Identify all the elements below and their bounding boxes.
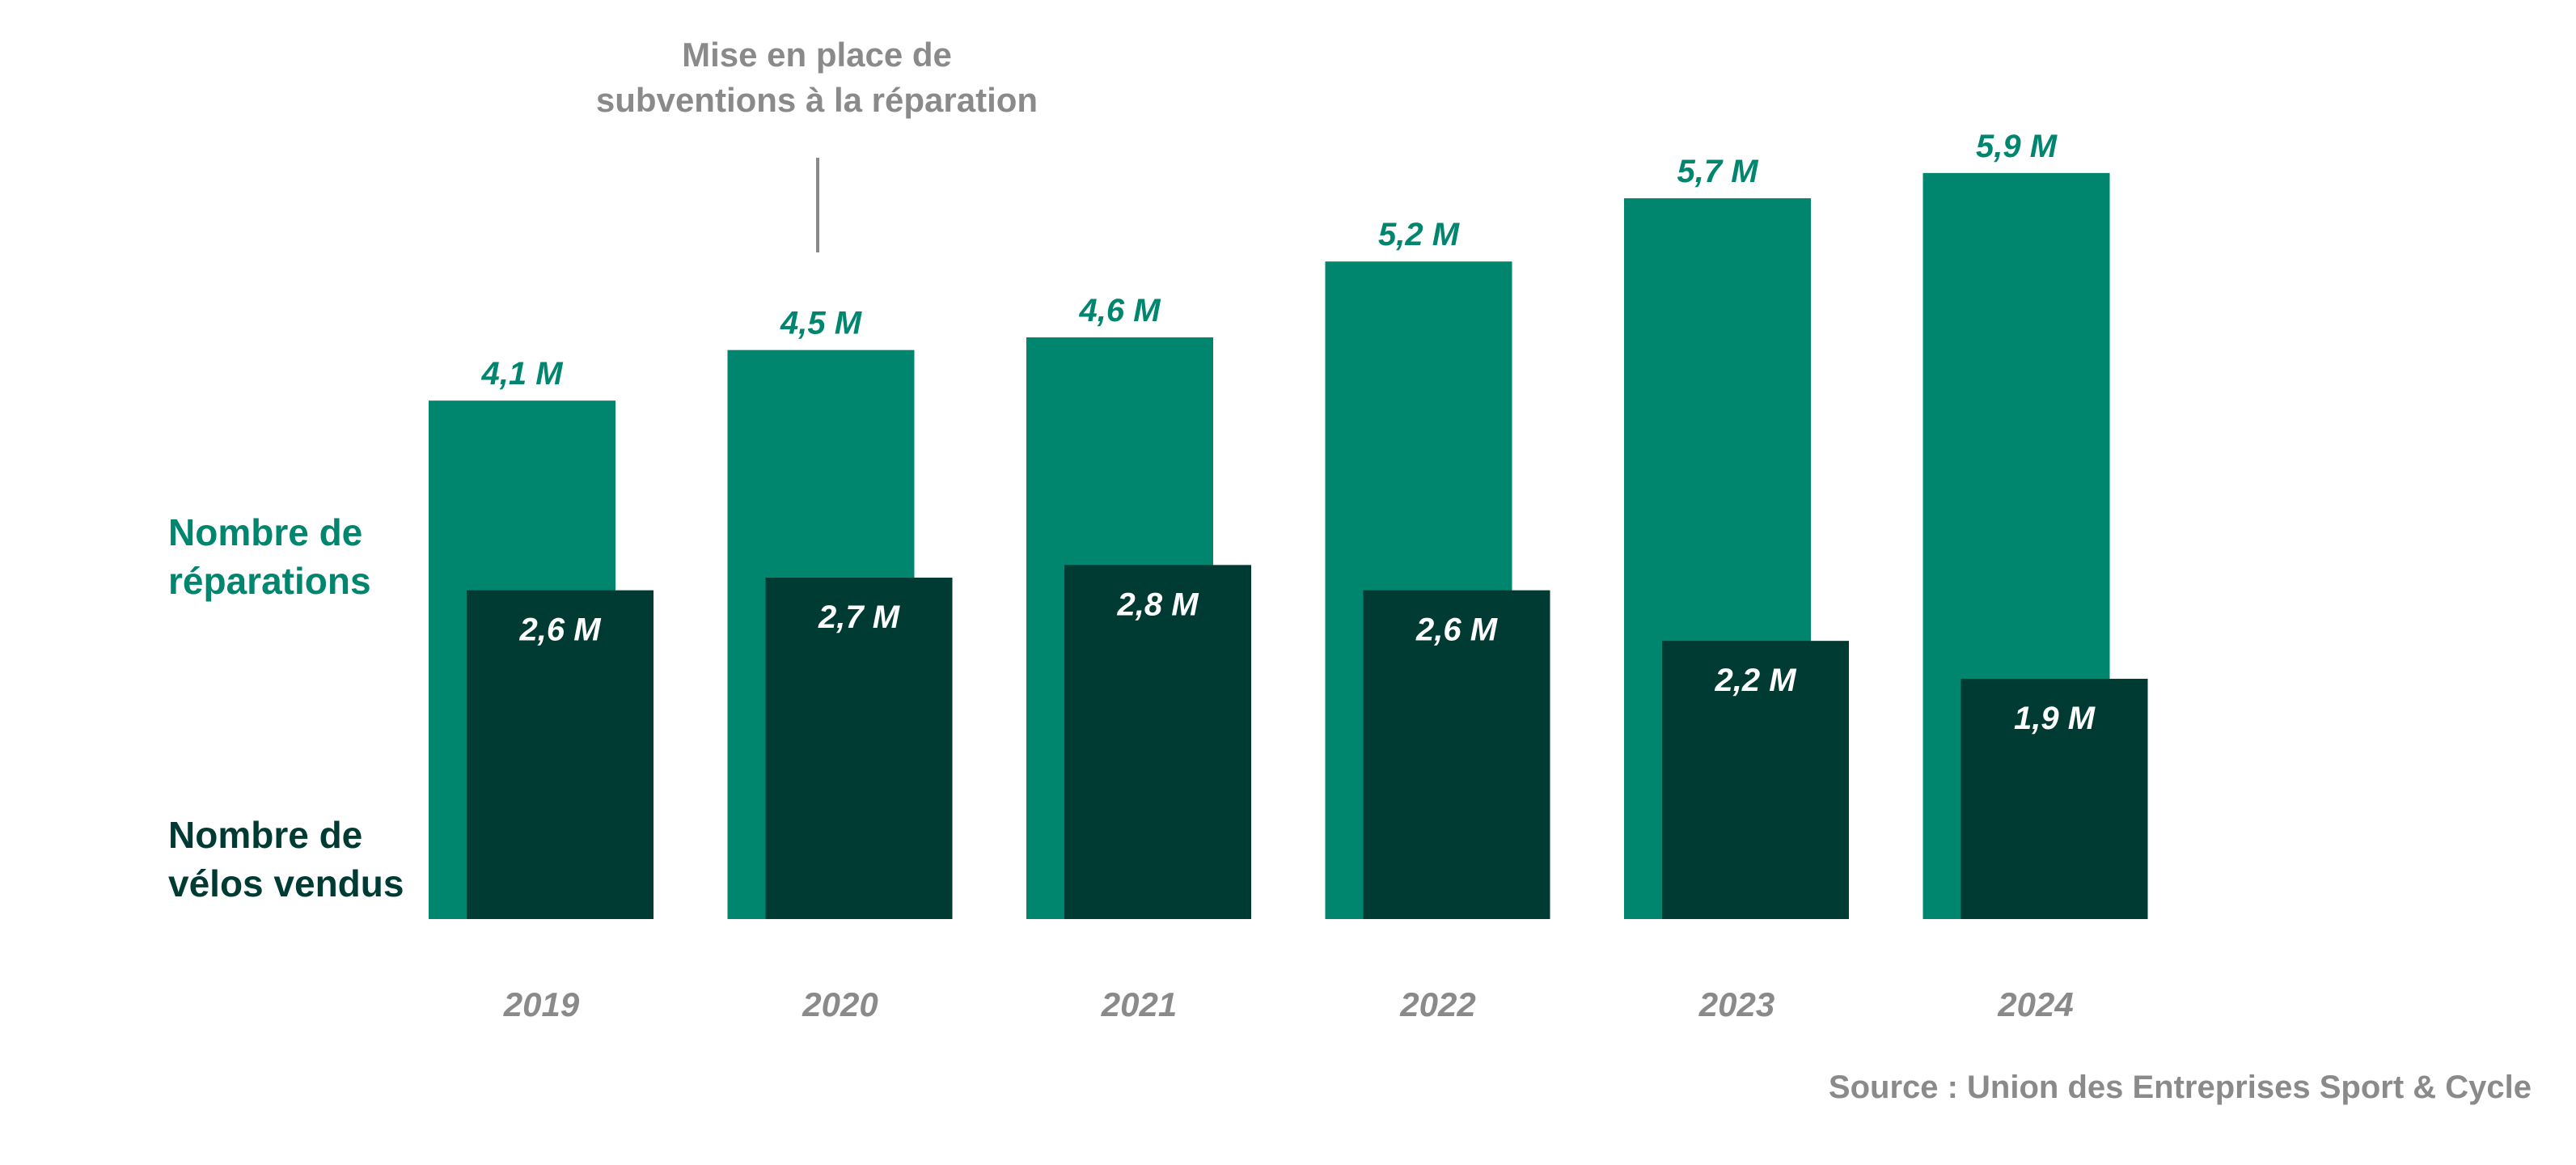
annotation-line1: Mise en place de <box>682 36 952 74</box>
bar-sales-2020 <box>765 577 953 919</box>
value-label-repairs-2024: 5,9 M <box>1976 129 2058 164</box>
legend-repairs-line1: Nombre de <box>168 511 363 553</box>
annotation-text: Mise en place de subventions à la répara… <box>493 32 1140 123</box>
value-label-repairs-2023: 5,7 M <box>1677 154 1759 189</box>
value-label-sales-2021: 2,8 M <box>1116 587 1199 622</box>
bar-sales-2022 <box>1363 590 1550 919</box>
x-tick-label-2019: 2019 <box>503 985 580 1023</box>
x-tick-label-2021: 2021 <box>1101 985 1177 1023</box>
x-tick-label-2023: 2023 <box>1698 985 1774 1023</box>
bar-sales-2021 <box>1064 565 1251 919</box>
bar-sales-2019 <box>467 590 654 919</box>
annotation-line2: subventions à la réparation <box>595 81 1038 119</box>
legend-sales-line1: Nombre de <box>168 814 363 856</box>
value-label-repairs-2022: 5,2 M <box>1378 217 1461 252</box>
legend-sales-line2: vélos vendus <box>168 862 404 904</box>
x-tick-label-2020: 2020 <box>802 985 878 1023</box>
legend-label-repairs: Nombre de réparations <box>168 508 371 605</box>
x-tick-label-2022: 2022 <box>1399 985 1475 1023</box>
bar-sales-2024 <box>1961 679 2148 919</box>
source-text: Source : Union des Entreprises Sport & C… <box>1828 1070 2532 1105</box>
legend-repairs-line2: réparations <box>168 560 371 602</box>
legend-label-sales: Nombre de vélos vendus <box>168 811 404 908</box>
value-label-repairs-2021: 4,6 M <box>1078 293 1161 328</box>
bar-sales-2023 <box>1662 641 1849 919</box>
value-label-repairs-2020: 4,5 M <box>780 306 863 341</box>
value-label-sales-2019: 2,6 M <box>518 612 602 648</box>
value-label-sales-2022: 2,6 M <box>1415 612 1499 648</box>
value-label-sales-2023: 2,2 M <box>1714 663 1797 698</box>
value-label-sales-2020: 2,7 M <box>818 599 901 635</box>
value-label-repairs-2019: 4,1 M <box>480 356 564 392</box>
x-tick-label-2024: 2024 <box>1997 985 2073 1023</box>
value-label-sales-2024: 1,9 M <box>2014 701 2096 736</box>
